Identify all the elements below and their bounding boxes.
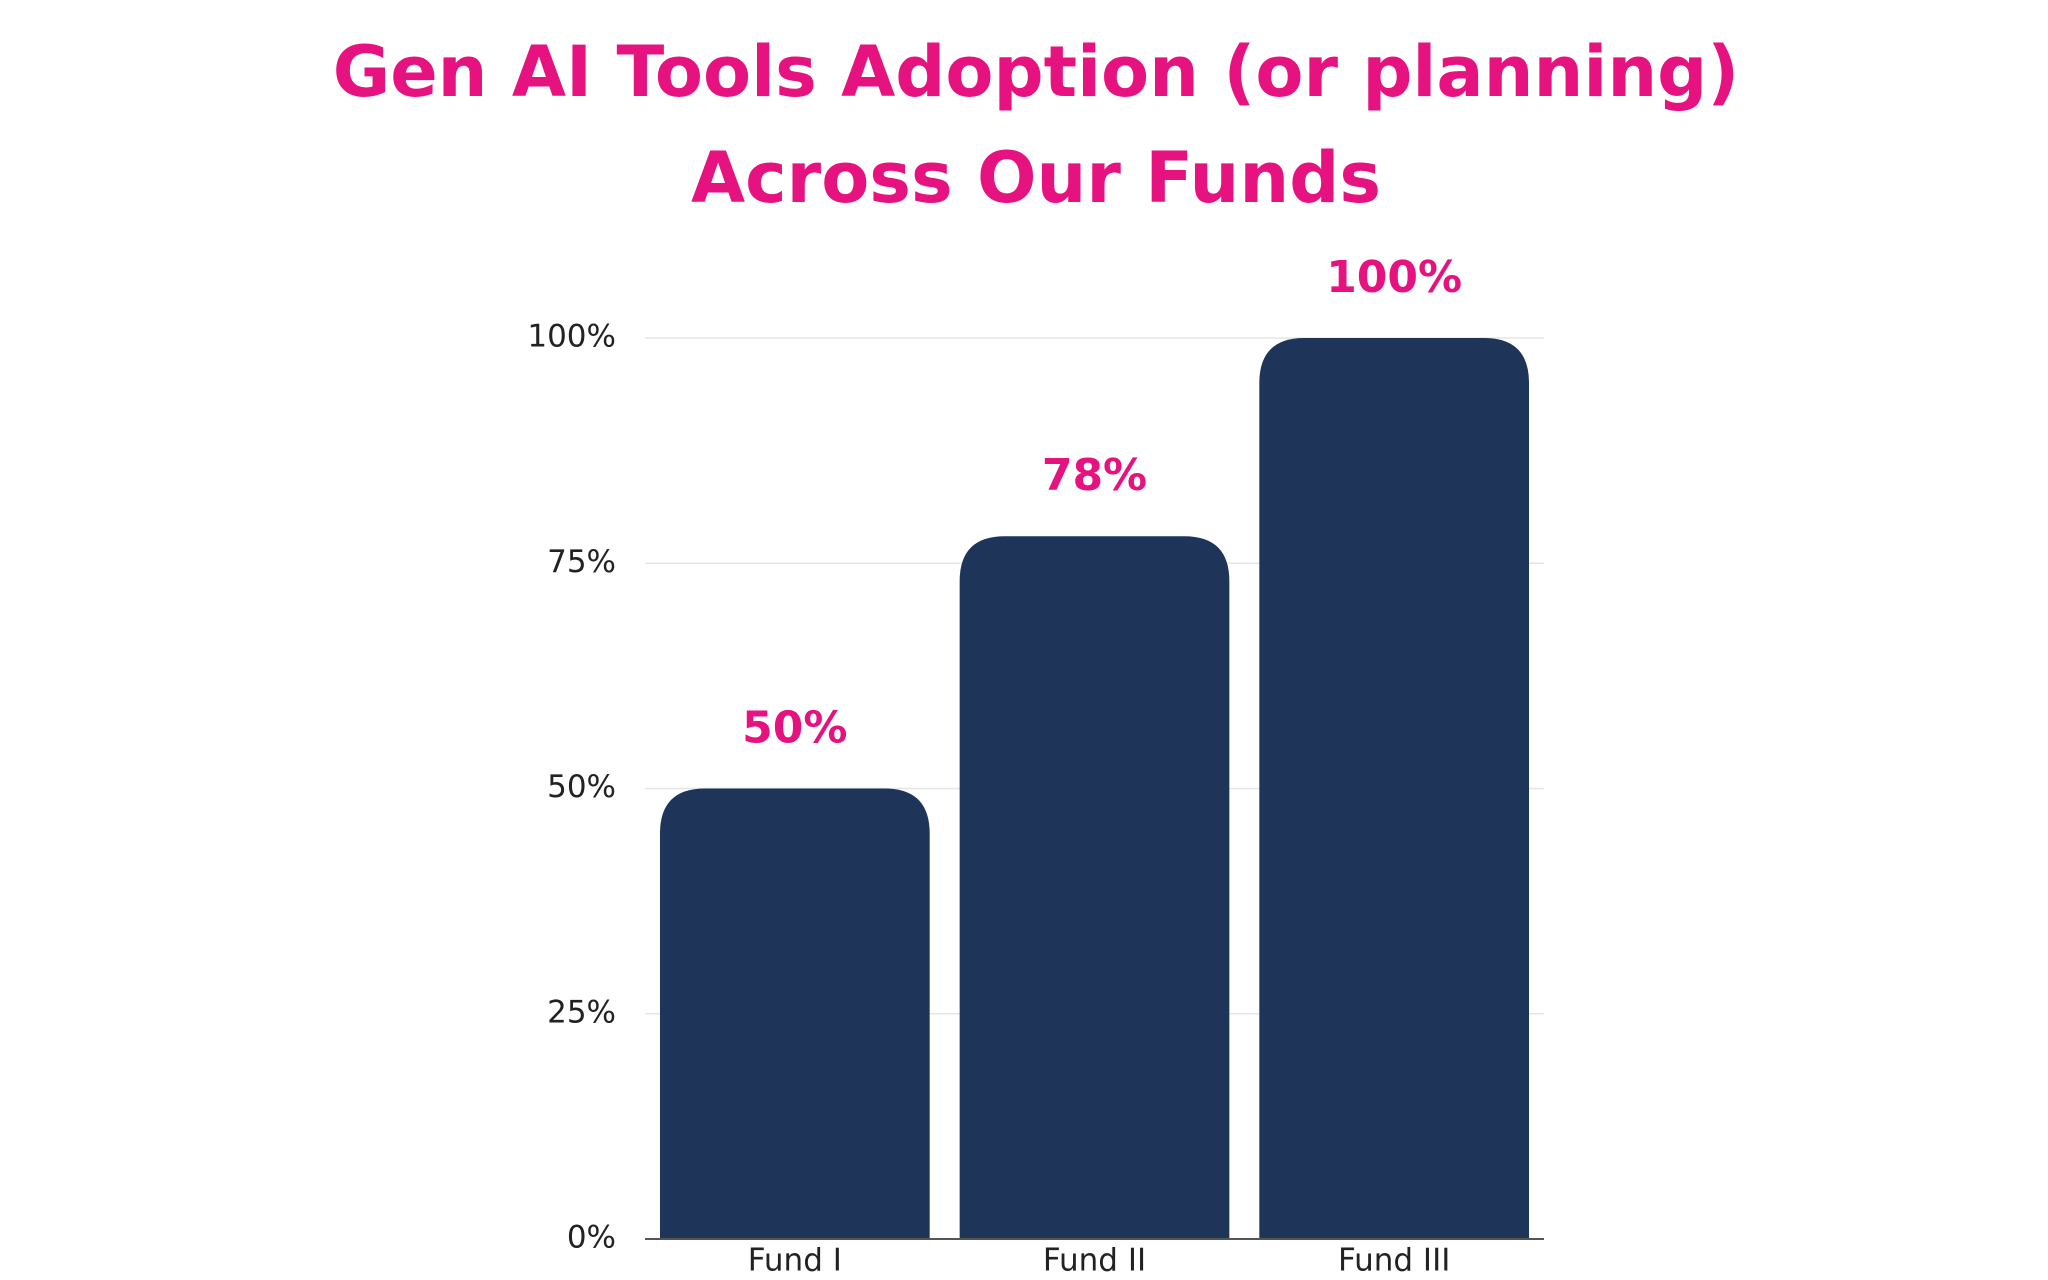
y-tick-label: 100%	[527, 319, 616, 355]
value-label: 100%	[1326, 252, 1462, 303]
value-label: 50%	[742, 703, 847, 754]
y-tick-label: 50%	[547, 769, 616, 805]
bar	[1259, 338, 1530, 1239]
x-tick-label: Fund I	[748, 1243, 842, 1279]
bar	[659, 788, 930, 1239]
chart-title: Across Our Funds	[691, 137, 1381, 219]
x-tick-label: Fund II	[1043, 1243, 1146, 1279]
x-tick-label: Fund III	[1338, 1243, 1450, 1279]
chart-title: Gen AI Tools Adoption (or planning)	[333, 31, 1740, 113]
y-tick-label: 75%	[547, 544, 616, 580]
y-tick-label: 0%	[567, 1220, 616, 1256]
y-tick-label: 25%	[547, 994, 616, 1030]
bar	[959, 536, 1230, 1239]
value-label: 78%	[1042, 450, 1147, 501]
